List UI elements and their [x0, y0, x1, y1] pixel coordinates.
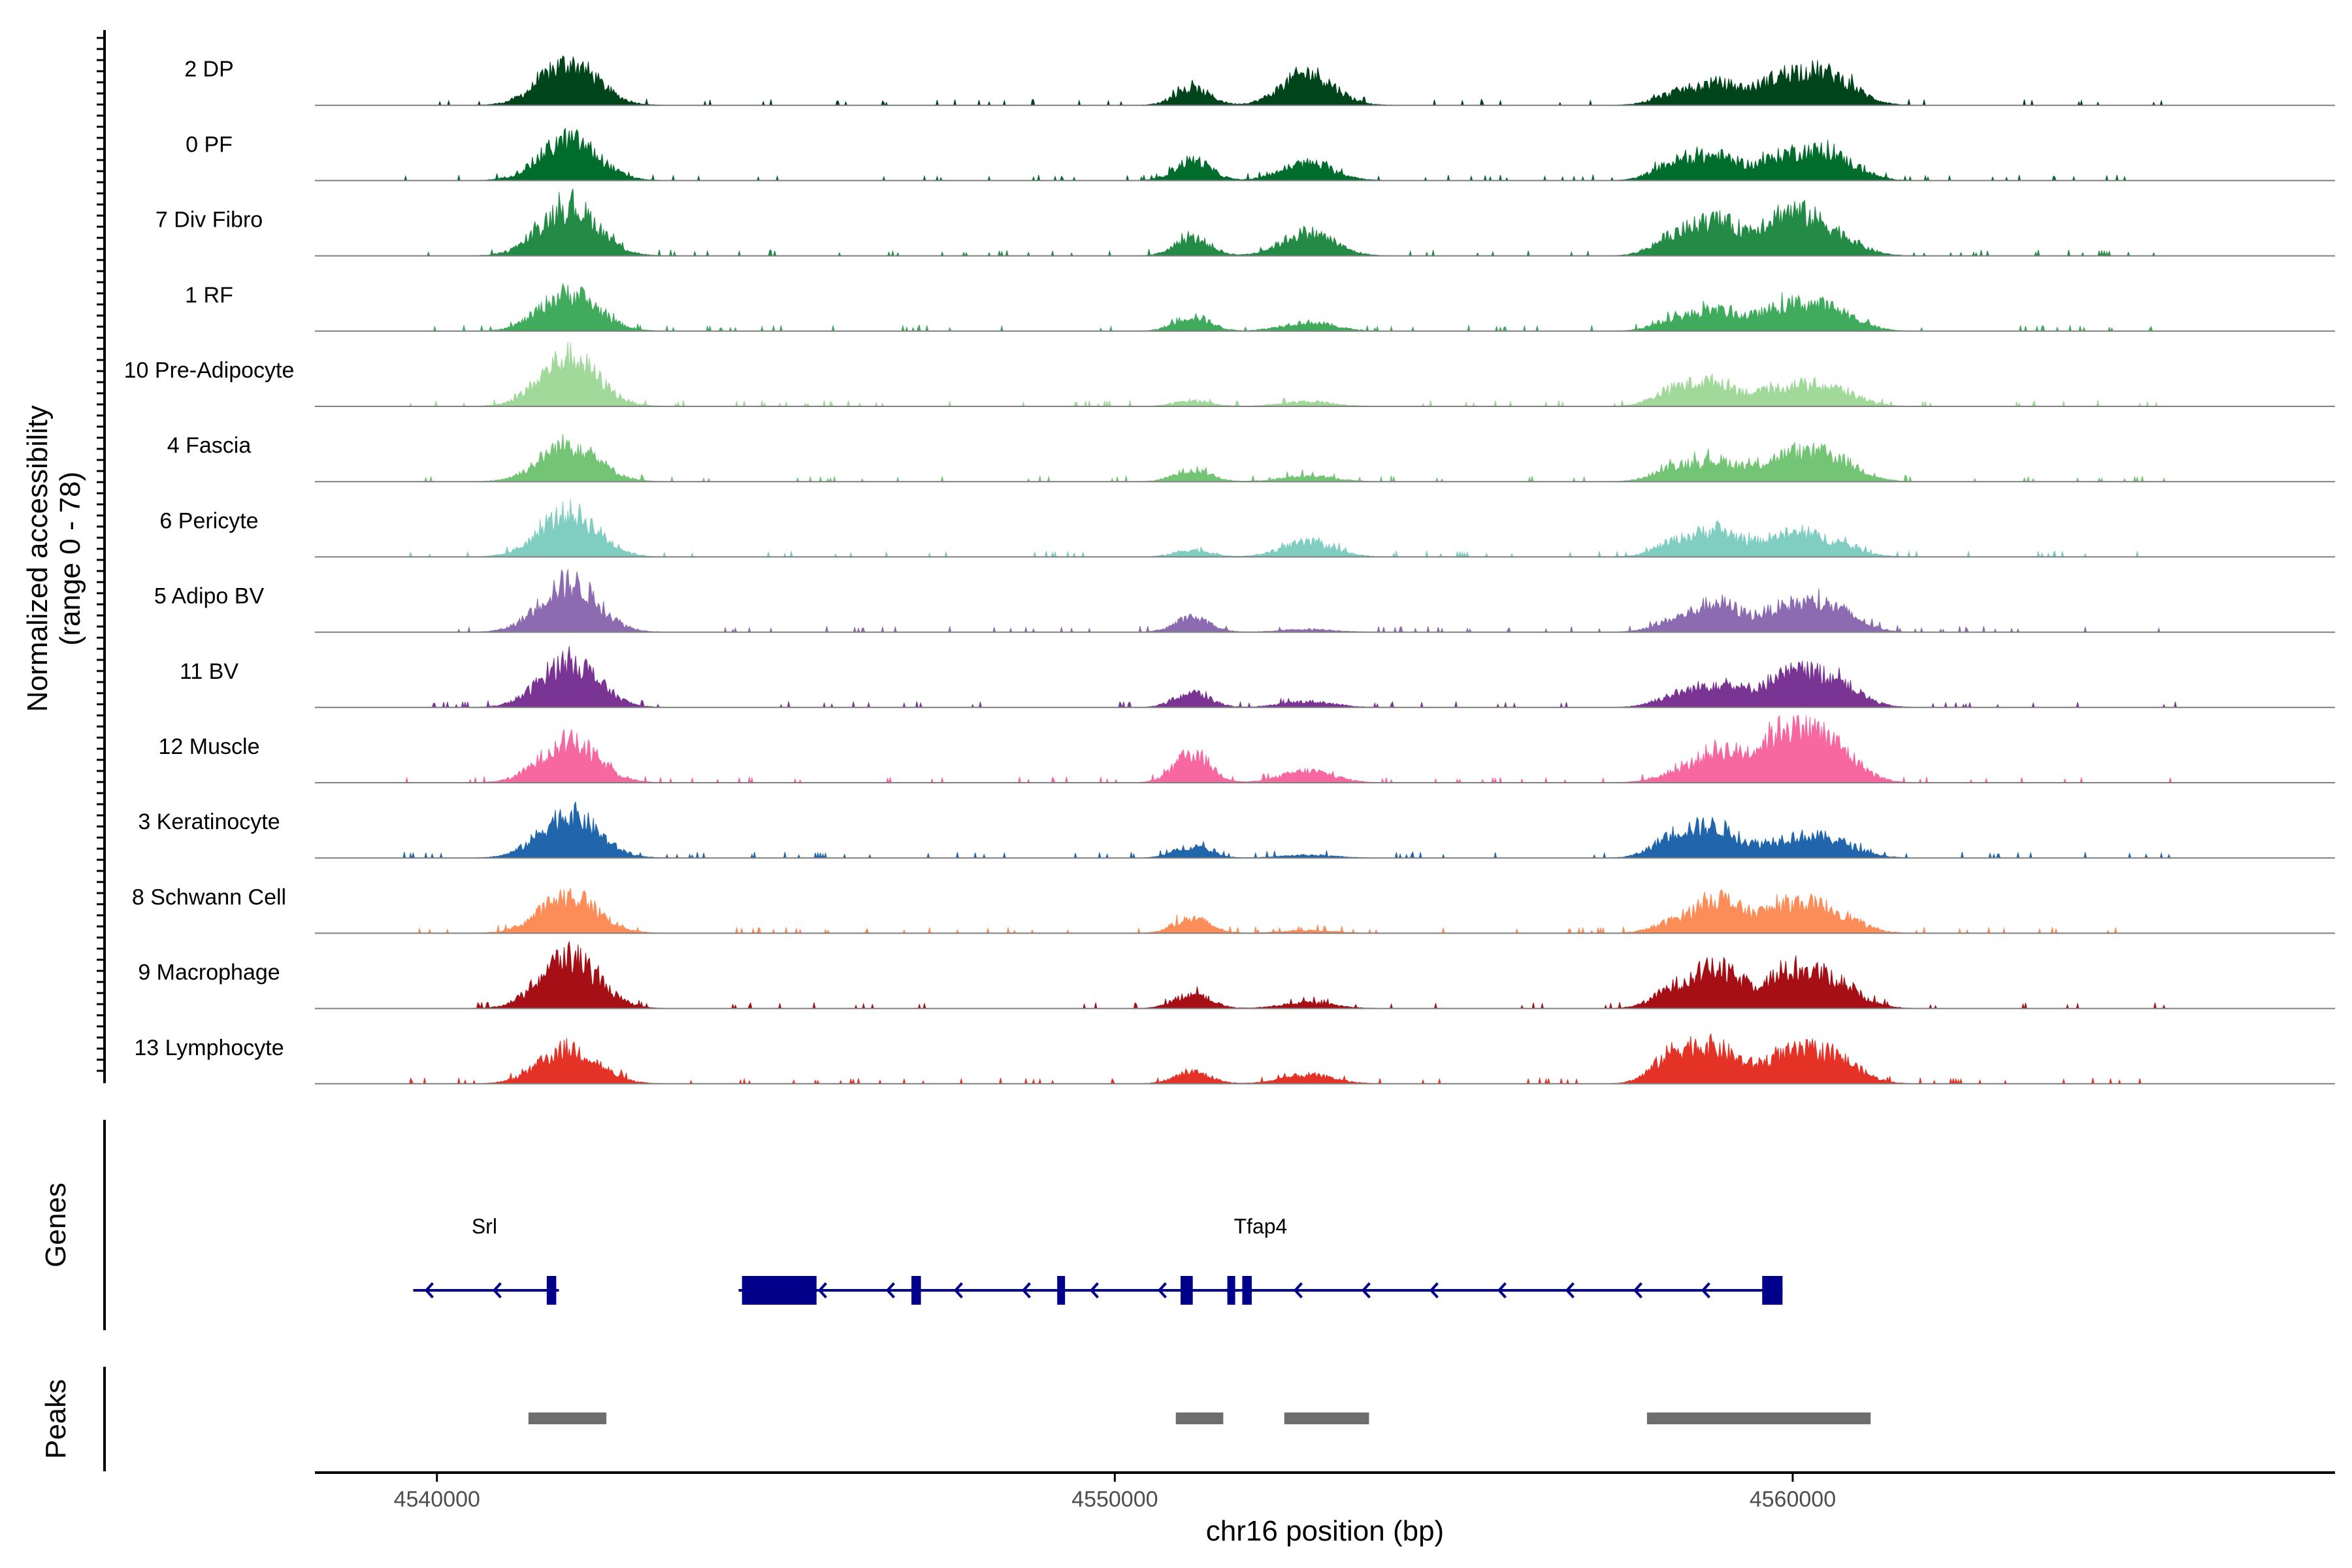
- track-label: 0 PF: [186, 132, 233, 157]
- peak-region: [1175, 1413, 1224, 1424]
- track-label: 1 RF: [185, 283, 233, 308]
- strand-arrow-icon: [1701, 1282, 1710, 1299]
- track-coverage-area: [402, 127, 2180, 182]
- genes-panel: Srl Tfap4: [413, 1215, 1783, 1305]
- gene-exon: [546, 1276, 557, 1305]
- gene-exon: [911, 1276, 921, 1305]
- track-label: 8 Schwann Cell: [132, 885, 286, 909]
- gene-exon: [1227, 1276, 1235, 1305]
- strand-arrow-icon: [817, 1282, 827, 1299]
- gene-exon: [1242, 1276, 1252, 1305]
- strand-arrow-icon: [1361, 1282, 1371, 1299]
- peaks-panel-label: Peaks: [40, 1379, 72, 1459]
- strand-arrow-icon: [1633, 1282, 1642, 1299]
- track-13: 13 Lymphocyte: [134, 1033, 2335, 1085]
- x-tick-label: 4540000: [394, 1487, 480, 1512]
- track-2: 7 Div Fibro: [155, 188, 2335, 257]
- coverage-tracks: 2 DP 0 PF 7 Div Fibro 1 RF 10 Pre-Adipocyte 4…: [124, 55, 2335, 1085]
- track-11: 8 Schwann Cell: [132, 885, 2335, 934]
- track-9: 12 Muscle: [159, 714, 2335, 784]
- gene-exon: [1180, 1276, 1193, 1305]
- track-label: 12 Muscle: [159, 734, 260, 759]
- gene-exon: [1057, 1276, 1066, 1305]
- x-tick-label: 4560000: [1750, 1487, 1836, 1512]
- gene-srl: Srl: [413, 1215, 559, 1305]
- peak-region: [1646, 1413, 1871, 1424]
- peak-region: [1284, 1413, 1369, 1424]
- peak-region: [528, 1413, 607, 1424]
- track-label: 3 Keratinocyte: [138, 809, 280, 834]
- strand-arrow-icon: [1565, 1282, 1575, 1299]
- track-5: 4 Fascia: [167, 433, 2335, 483]
- track-label: 10 Pre-Adipocyte: [124, 358, 295, 383]
- genes-panel-label: Genes: [40, 1183, 72, 1267]
- gene-exon: [742, 1276, 817, 1305]
- track-label: 11 BV: [180, 659, 238, 684]
- peaks-panel: [528, 1413, 1871, 1424]
- gene-label: Tfap4: [1234, 1215, 1288, 1238]
- track-label: 5 Adipo BV: [154, 584, 265, 609]
- track-12: 9 Macrophage: [138, 941, 2335, 1010]
- y-axis-label-line1: Normalized accessibility: [22, 405, 54, 711]
- track-3: 1 RF: [185, 283, 2335, 333]
- x-tick-label: 4550000: [1071, 1487, 1158, 1512]
- track-1: 0 PF: [186, 127, 2335, 182]
- x-axis-label: chr16 position (bp): [1206, 1515, 1444, 1547]
- y-axis-label-line2: (range 0 - 78): [54, 472, 86, 646]
- strand-arrow-icon: [953, 1282, 963, 1299]
- track-7: 5 Adipo BV: [154, 569, 2335, 634]
- coverage-y-axis-ticks: [97, 37, 105, 1072]
- track-label: 4 Fascia: [167, 433, 252, 458]
- track-label: 9 Macrophage: [138, 960, 280, 985]
- strand-arrow-icon: [885, 1282, 895, 1299]
- track-label: 6 Pericyte: [159, 508, 258, 533]
- track-label: 13 Lymphocyte: [134, 1036, 284, 1060]
- x-axis-ticks: 4540000 4550000 4560000: [394, 1473, 1836, 1512]
- strand-arrow-icon: [1089, 1282, 1099, 1299]
- track-6: 6 Pericyte: [159, 499, 2335, 559]
- track-0: 2 DP: [184, 55, 2335, 106]
- track-10: 3 Keratinocyte: [138, 801, 2335, 860]
- gene-label: Srl: [472, 1215, 497, 1238]
- strand-arrow-icon: [1021, 1282, 1031, 1299]
- track-label: 2 DP: [184, 57, 234, 82]
- track-8: 11 BV: [180, 645, 2335, 709]
- strand-arrow-icon: [1157, 1282, 1167, 1299]
- strand-arrow-icon: [424, 1282, 434, 1299]
- gene-exon: [1762, 1276, 1783, 1305]
- gene-tfap4: Tfap4: [738, 1215, 1783, 1305]
- strand-arrow-icon: [1497, 1282, 1507, 1299]
- track-label: 7 Div Fibro: [155, 208, 263, 233]
- strand-arrow-icon: [1293, 1282, 1303, 1299]
- strand-arrow-icon: [492, 1282, 502, 1299]
- track-4: 10 Pre-Adipocyte: [124, 342, 2335, 408]
- strand-arrow-icon: [1429, 1282, 1439, 1299]
